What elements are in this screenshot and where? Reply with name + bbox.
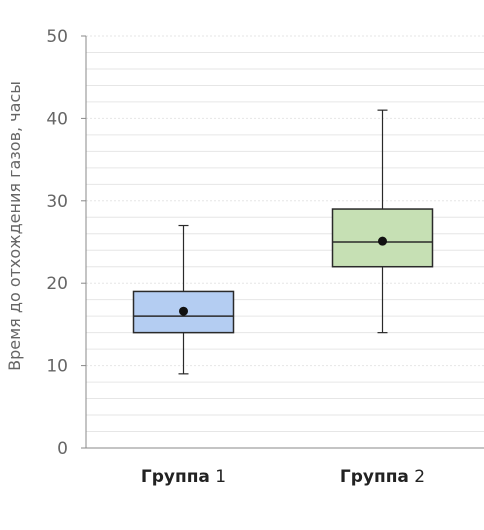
y-tick-label: 10 — [46, 357, 68, 377]
y-axis-title: Время до отхождения газов, часы — [5, 81, 24, 371]
mean-marker — [378, 236, 387, 246]
mean-marker — [179, 306, 188, 316]
category-label-number: 2 — [409, 467, 425, 487]
category-labels: Группа 1 Группа 2 — [141, 467, 425, 487]
y-tick-label: 30 — [46, 192, 68, 212]
axes — [85, 36, 484, 449]
category-label-word: Группа — [340, 467, 409, 487]
y-tick-labels: 0 10 20 30 40 50 — [46, 27, 86, 459]
box-group — [331, 109, 434, 334]
y-tick-label: 40 — [46, 109, 68, 129]
boxes — [132, 109, 434, 375]
y-tick-label: 0 — [57, 439, 68, 459]
category-label: Группа 2 — [340, 467, 425, 487]
category-label: Группа 1 — [141, 467, 226, 487]
category-label-word: Группа — [141, 467, 210, 487]
y-tick-label: 50 — [46, 27, 68, 47]
category-label-number: 1 — [210, 467, 226, 487]
y-tick-label: 20 — [46, 274, 68, 294]
box-group — [132, 224, 235, 375]
